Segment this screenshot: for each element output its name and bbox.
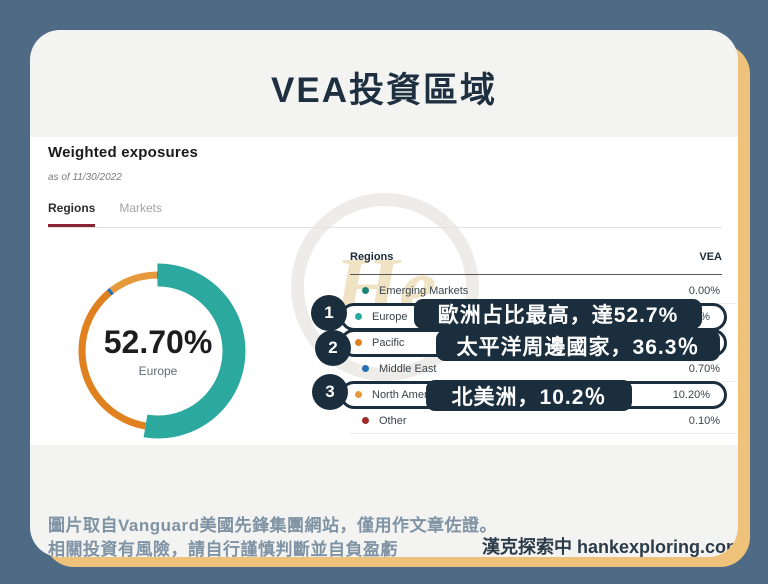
column-header-vea: VEA — [699, 251, 722, 263]
table-header-divider — [350, 274, 722, 275]
section-heading: Weighted exposures — [48, 144, 199, 161]
annotation-badge-1: 1 — [311, 295, 347, 331]
tab-divider — [48, 227, 722, 228]
footer-disclaimer-line1: 圖片取自Vanguard美國先鋒集團網站，僅用作文章佐證。 — [48, 516, 497, 535]
content-card: VEA投資區域 He Weighted exposures as of 11/3… — [30, 30, 738, 557]
donut-chart: 52.70% Europe — [58, 251, 258, 451]
row-label: Middle East — [379, 362, 437, 375]
north-america-dot-icon — [355, 391, 362, 398]
row-value: 0.00% — [688, 284, 720, 297]
europe-dot-icon — [355, 313, 362, 320]
annotation-badge-2: 2 — [315, 330, 351, 366]
emerging-markets-dot-icon — [362, 287, 369, 294]
row-value: 10.20% — [672, 388, 710, 401]
tab-bar: Regions Markets — [48, 201, 162, 227]
row-label: Emerging Markets — [379, 284, 469, 297]
page-title: VEA投資區域 — [271, 71, 497, 110]
row-value: 0.70% — [688, 362, 720, 375]
tab-regions[interactable]: Regions — [48, 201, 96, 227]
annotation-callout-pacific: 太平洋周邊國家，36.3％ — [436, 330, 720, 361]
table-row-other: Other 0.10% — [350, 408, 737, 434]
row-label: Europe — [372, 310, 408, 323]
row-value: 0.10% — [688, 414, 720, 427]
row-label: Other — [379, 414, 407, 427]
other-dot-icon — [362, 417, 369, 424]
footer-disclaimer-line2: 相關投資有風險，請自行謹慎判斷並自負盈虧 — [48, 540, 398, 557]
table-header: Regions VEA — [350, 249, 737, 265]
annotation-badge-3: 3 — [312, 374, 348, 410]
middle-east-dot-icon — [362, 365, 369, 372]
annotation-callout-europe: 歐洲占比最高，達52.7% — [414, 299, 702, 329]
brand-signature: 漢克探索中 hankexploring.com — [482, 537, 738, 557]
donut-segment-other — [78, 271, 238, 431]
row-label: North America — [372, 388, 442, 401]
annotation-callout-north-america: 北美洲，10.2％ — [426, 380, 632, 411]
pacific-dot-icon — [355, 339, 362, 346]
donut-segment-pacific — [78, 271, 238, 431]
tab-markets[interactable]: Markets — [119, 201, 163, 215]
row-label: Pacific — [372, 336, 405, 349]
donut-svg — [70, 263, 246, 439]
as-of-date: as of 11/30/2022 — [48, 172, 122, 183]
column-header-regions: Regions — [350, 251, 394, 263]
